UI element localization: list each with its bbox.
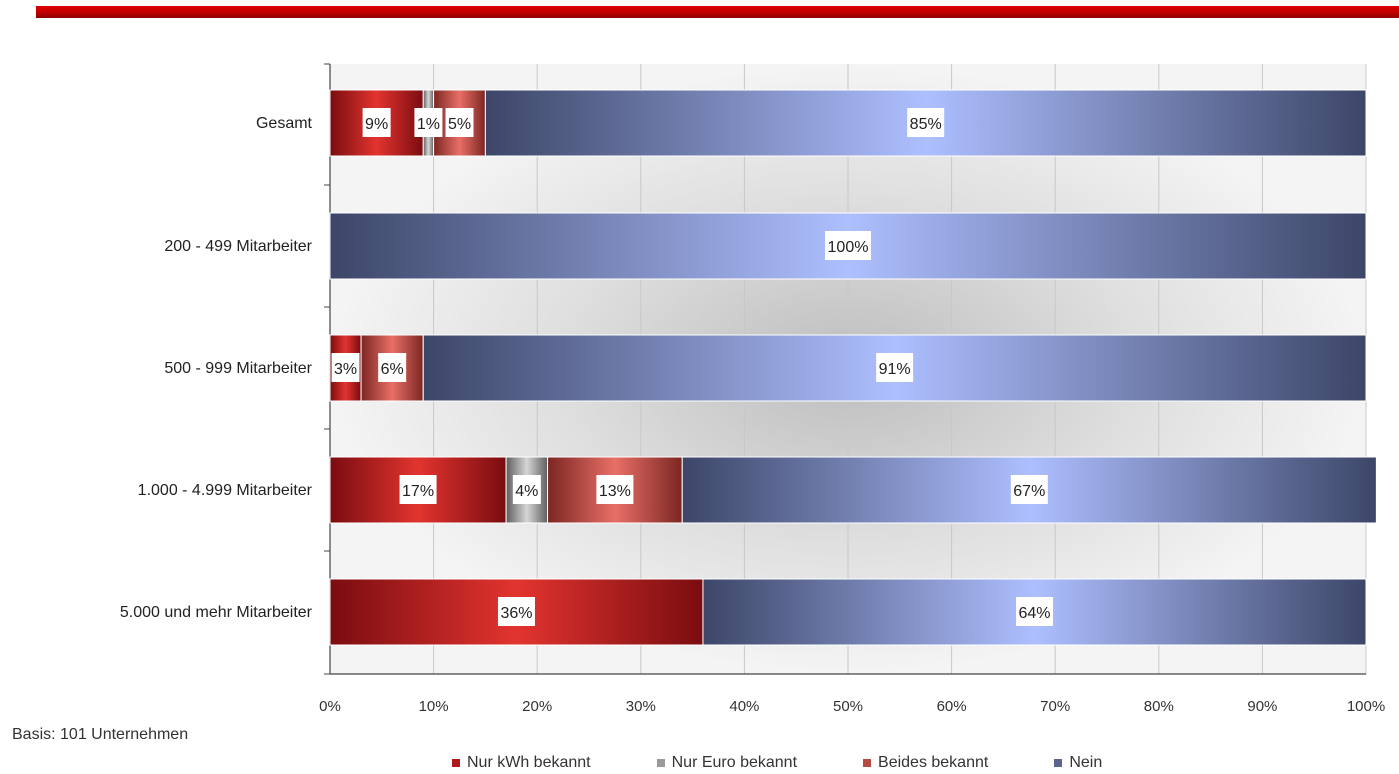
data-label: 6%	[381, 361, 404, 378]
data-label-box	[445, 108, 474, 137]
data-label-box	[362, 108, 391, 137]
legend-swatch	[1054, 759, 1063, 767]
legend-swatch	[656, 759, 665, 767]
category-label: 500 - 999 Mitarbeiter	[164, 360, 312, 377]
x-tick-label: 100%	[1347, 698, 1385, 715]
x-tick-label: 50%	[833, 698, 863, 715]
x-tick-label: 0%	[319, 698, 341, 715]
data-label-box	[331, 353, 360, 382]
data-label: 100%	[828, 239, 869, 256]
data-label: 91%	[879, 361, 911, 378]
legend-label: Nur Euro bekannt	[671, 754, 798, 771]
data-label-box	[414, 108, 443, 137]
legend-label: Beides bekannt	[878, 754, 989, 771]
data-label-box	[512, 475, 541, 504]
legend-label: Nein	[1069, 754, 1103, 771]
data-label-box	[596, 475, 634, 504]
legend-item: Nein	[1054, 754, 1102, 772]
legend-item: Nur Euro bekannt	[656, 754, 798, 772]
x-tick-label: 40%	[729, 698, 759, 715]
legend-label: Nur kWh bekannt	[467, 754, 591, 771]
x-tick-label: 80%	[1144, 698, 1174, 715]
data-label: 4%	[515, 483, 538, 500]
data-label: 36%	[500, 605, 532, 622]
x-tick-label: 30%	[626, 698, 656, 715]
category-label: Gesamt	[256, 115, 313, 132]
x-tick-label: 10%	[419, 698, 449, 715]
data-label: 17%	[402, 483, 434, 500]
data-label-box	[1010, 475, 1048, 504]
data-label: 67%	[1013, 483, 1045, 500]
top-accent-bar	[36, 6, 1399, 18]
data-label-box	[1015, 597, 1053, 626]
data-label: 3%	[334, 361, 357, 378]
x-tick-label: 90%	[1247, 698, 1277, 715]
legend-swatch	[863, 759, 872, 767]
category-label: 5.000 und mehr Mitarbeiter	[120, 604, 313, 621]
x-tick-label: 70%	[1040, 698, 1070, 715]
legend-item: Nur kWh bekannt	[452, 754, 591, 772]
x-tick-label: 20%	[522, 698, 552, 715]
data-label-box	[497, 597, 535, 626]
data-label: 5%	[448, 116, 471, 133]
data-label: 9%	[365, 116, 388, 133]
legend: Nur kWh bekannt Nur Euro bekannt Beides be…	[452, 752, 1102, 774]
data-label: 1%	[417, 116, 440, 133]
data-label-box	[876, 353, 914, 382]
data-label: 64%	[1018, 605, 1050, 622]
data-label: 13%	[599, 483, 631, 500]
x-tick-label: 60%	[937, 698, 967, 715]
legend-swatch	[452, 759, 460, 767]
footnote: Basis: 101 Unternehmen	[12, 726, 189, 743]
data-label: 85%	[910, 116, 942, 133]
legend-item: Beides bekannt	[863, 754, 988, 772]
data-label-box	[378, 353, 407, 382]
category-label: 200 - 499 Mitarbeiter	[164, 238, 312, 255]
data-label-box	[825, 231, 871, 260]
category-label: 1.000 - 4.999 Mitarbeiter	[138, 482, 313, 499]
data-label-box	[399, 475, 437, 504]
data-label-box	[907, 108, 945, 137]
